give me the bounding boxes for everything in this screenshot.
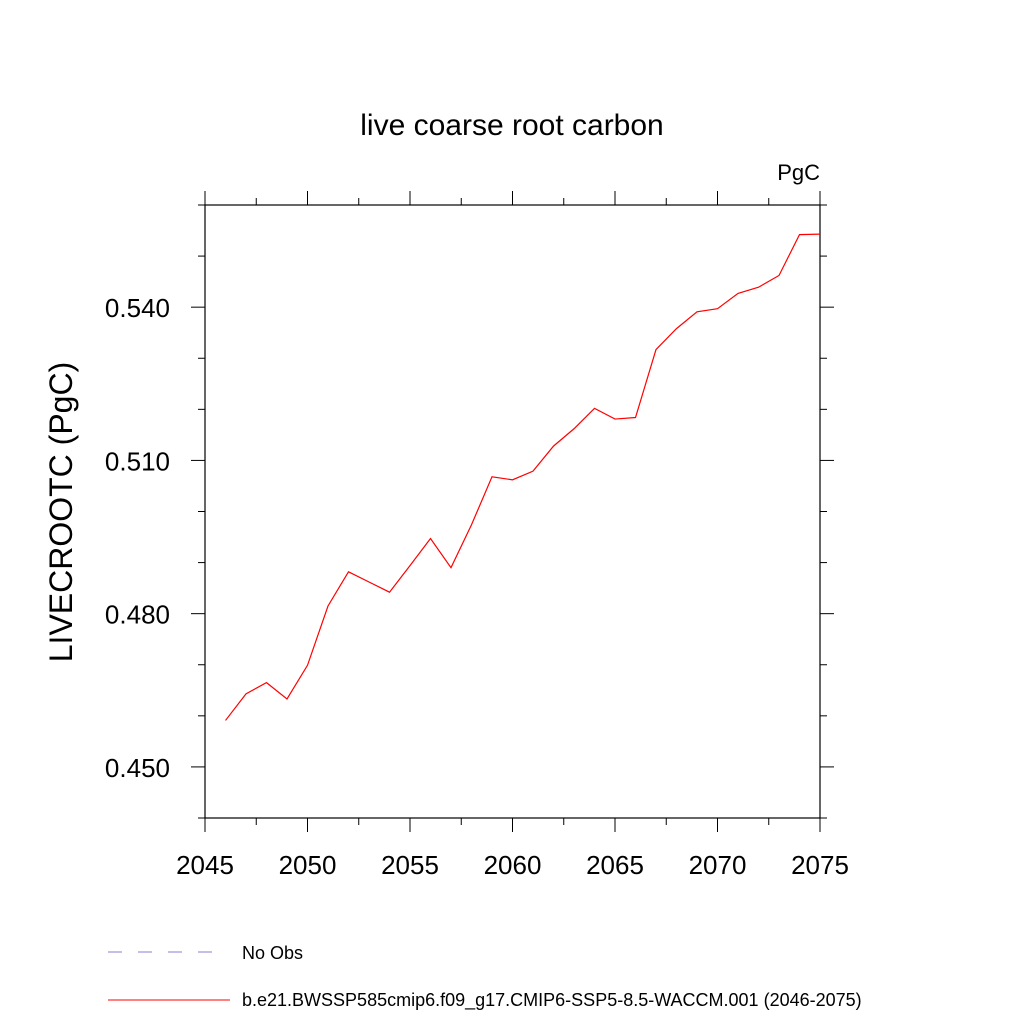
- x-tick-label: 2065: [586, 850, 644, 880]
- y-axis-label: LIVECROOTC (PgC): [43, 362, 79, 662]
- series-layer: [225, 233, 821, 721]
- plot-frame: [204, 204, 821, 819]
- axis-ticks: [191, 191, 834, 832]
- legend-label-model: b.e21.BWSSP585cmip6.f09_g17.CMIP6-SSP5-8…: [242, 990, 862, 1011]
- x-tick-label: 2075: [791, 850, 849, 880]
- x-tick-label: 2050: [279, 850, 337, 880]
- x-tick-label: 2045: [176, 850, 234, 880]
- series-line: [225, 233, 821, 721]
- legend-label-no-obs: No Obs: [242, 943, 303, 963]
- units-label: PgC: [777, 160, 820, 185]
- y-tick-label: 0.450: [105, 753, 170, 783]
- y-tick-label: 0.480: [105, 600, 170, 630]
- x-tick-label: 2060: [484, 850, 542, 880]
- chart-title: live coarse root carbon: [360, 109, 664, 142]
- x-tick-label: 2070: [689, 850, 747, 880]
- y-tick-label: 0.540: [105, 293, 170, 323]
- x-tick-label: 2055: [381, 850, 439, 880]
- legend: No Obs b.e21.BWSSP585cmip6.f09_g17.CMIP6…: [108, 943, 862, 1011]
- y-tick-label: 0.510: [105, 446, 170, 476]
- tick-labels: 2045 2050 2055 2060 2065 2070 2075 0.450 0.480 0.…: [105, 293, 849, 880]
